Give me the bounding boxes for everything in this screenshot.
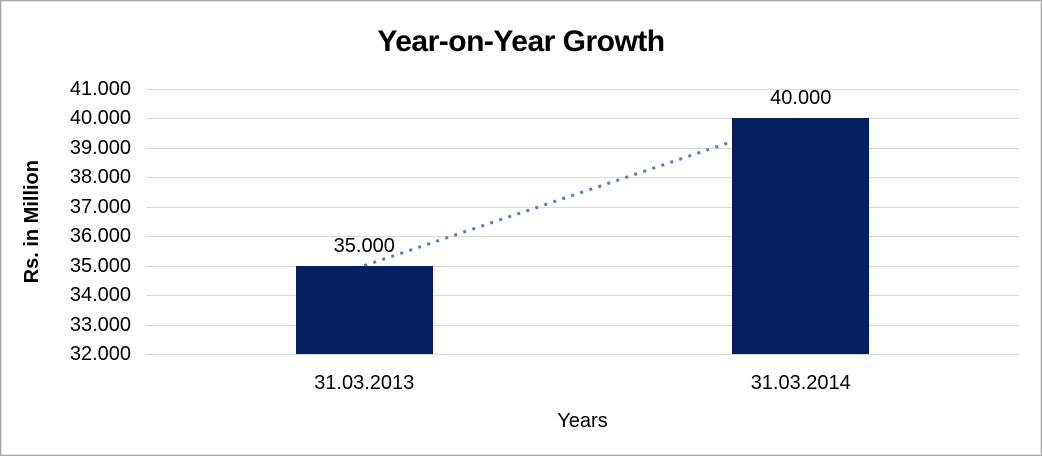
gridline	[146, 147, 1019, 149]
data-label: 40.000	[770, 87, 832, 110]
y-tick-label: 40.000	[69, 107, 131, 130]
data-label: 35.000	[333, 234, 395, 257]
plot-area: 35.000 40.000	[146, 87, 1019, 355]
trendline	[363, 117, 802, 268]
gridline	[146, 324, 1019, 326]
y-tick-label: 39.000	[69, 136, 131, 159]
gridline	[146, 206, 1019, 208]
y-tick-label: 38.000	[69, 166, 131, 189]
y-tick-label: 34.000	[69, 284, 131, 307]
bar-31.03.2013	[295, 265, 433, 354]
y-tick-label: 37.000	[69, 195, 131, 218]
gridline	[146, 265, 1019, 267]
gridline	[146, 295, 1019, 297]
y-tick-label: 36.000	[69, 225, 131, 248]
chart-title: Year-on-Year Growth	[377, 25, 665, 58]
trendline-line	[363, 117, 802, 268]
gridline	[146, 236, 1019, 238]
gridline	[146, 89, 1019, 90]
x-axis-title: Years	[557, 410, 608, 432]
y-tick-label: 32.000	[69, 342, 131, 365]
y-tick-label: 33.000	[69, 313, 131, 336]
gridline	[146, 118, 1019, 120]
x-tick-label: 31.03.2013	[314, 372, 415, 394]
y-tick-label: 41.000	[69, 78, 131, 100]
gridline	[146, 354, 1019, 355]
y-tick-label: 35.000	[69, 254, 131, 277]
bar-31.03.2014	[732, 118, 870, 354]
x-axis-tick-labels: 31.03.2013 31.03.2014	[146, 372, 1019, 395]
x-tick-label: 31.03.2014	[750, 372, 851, 394]
gridline	[146, 177, 1019, 179]
y-axis-tick-labels: 41.000 40.000 39.000 38.000 37.000 36.00…	[1, 76, 131, 367]
